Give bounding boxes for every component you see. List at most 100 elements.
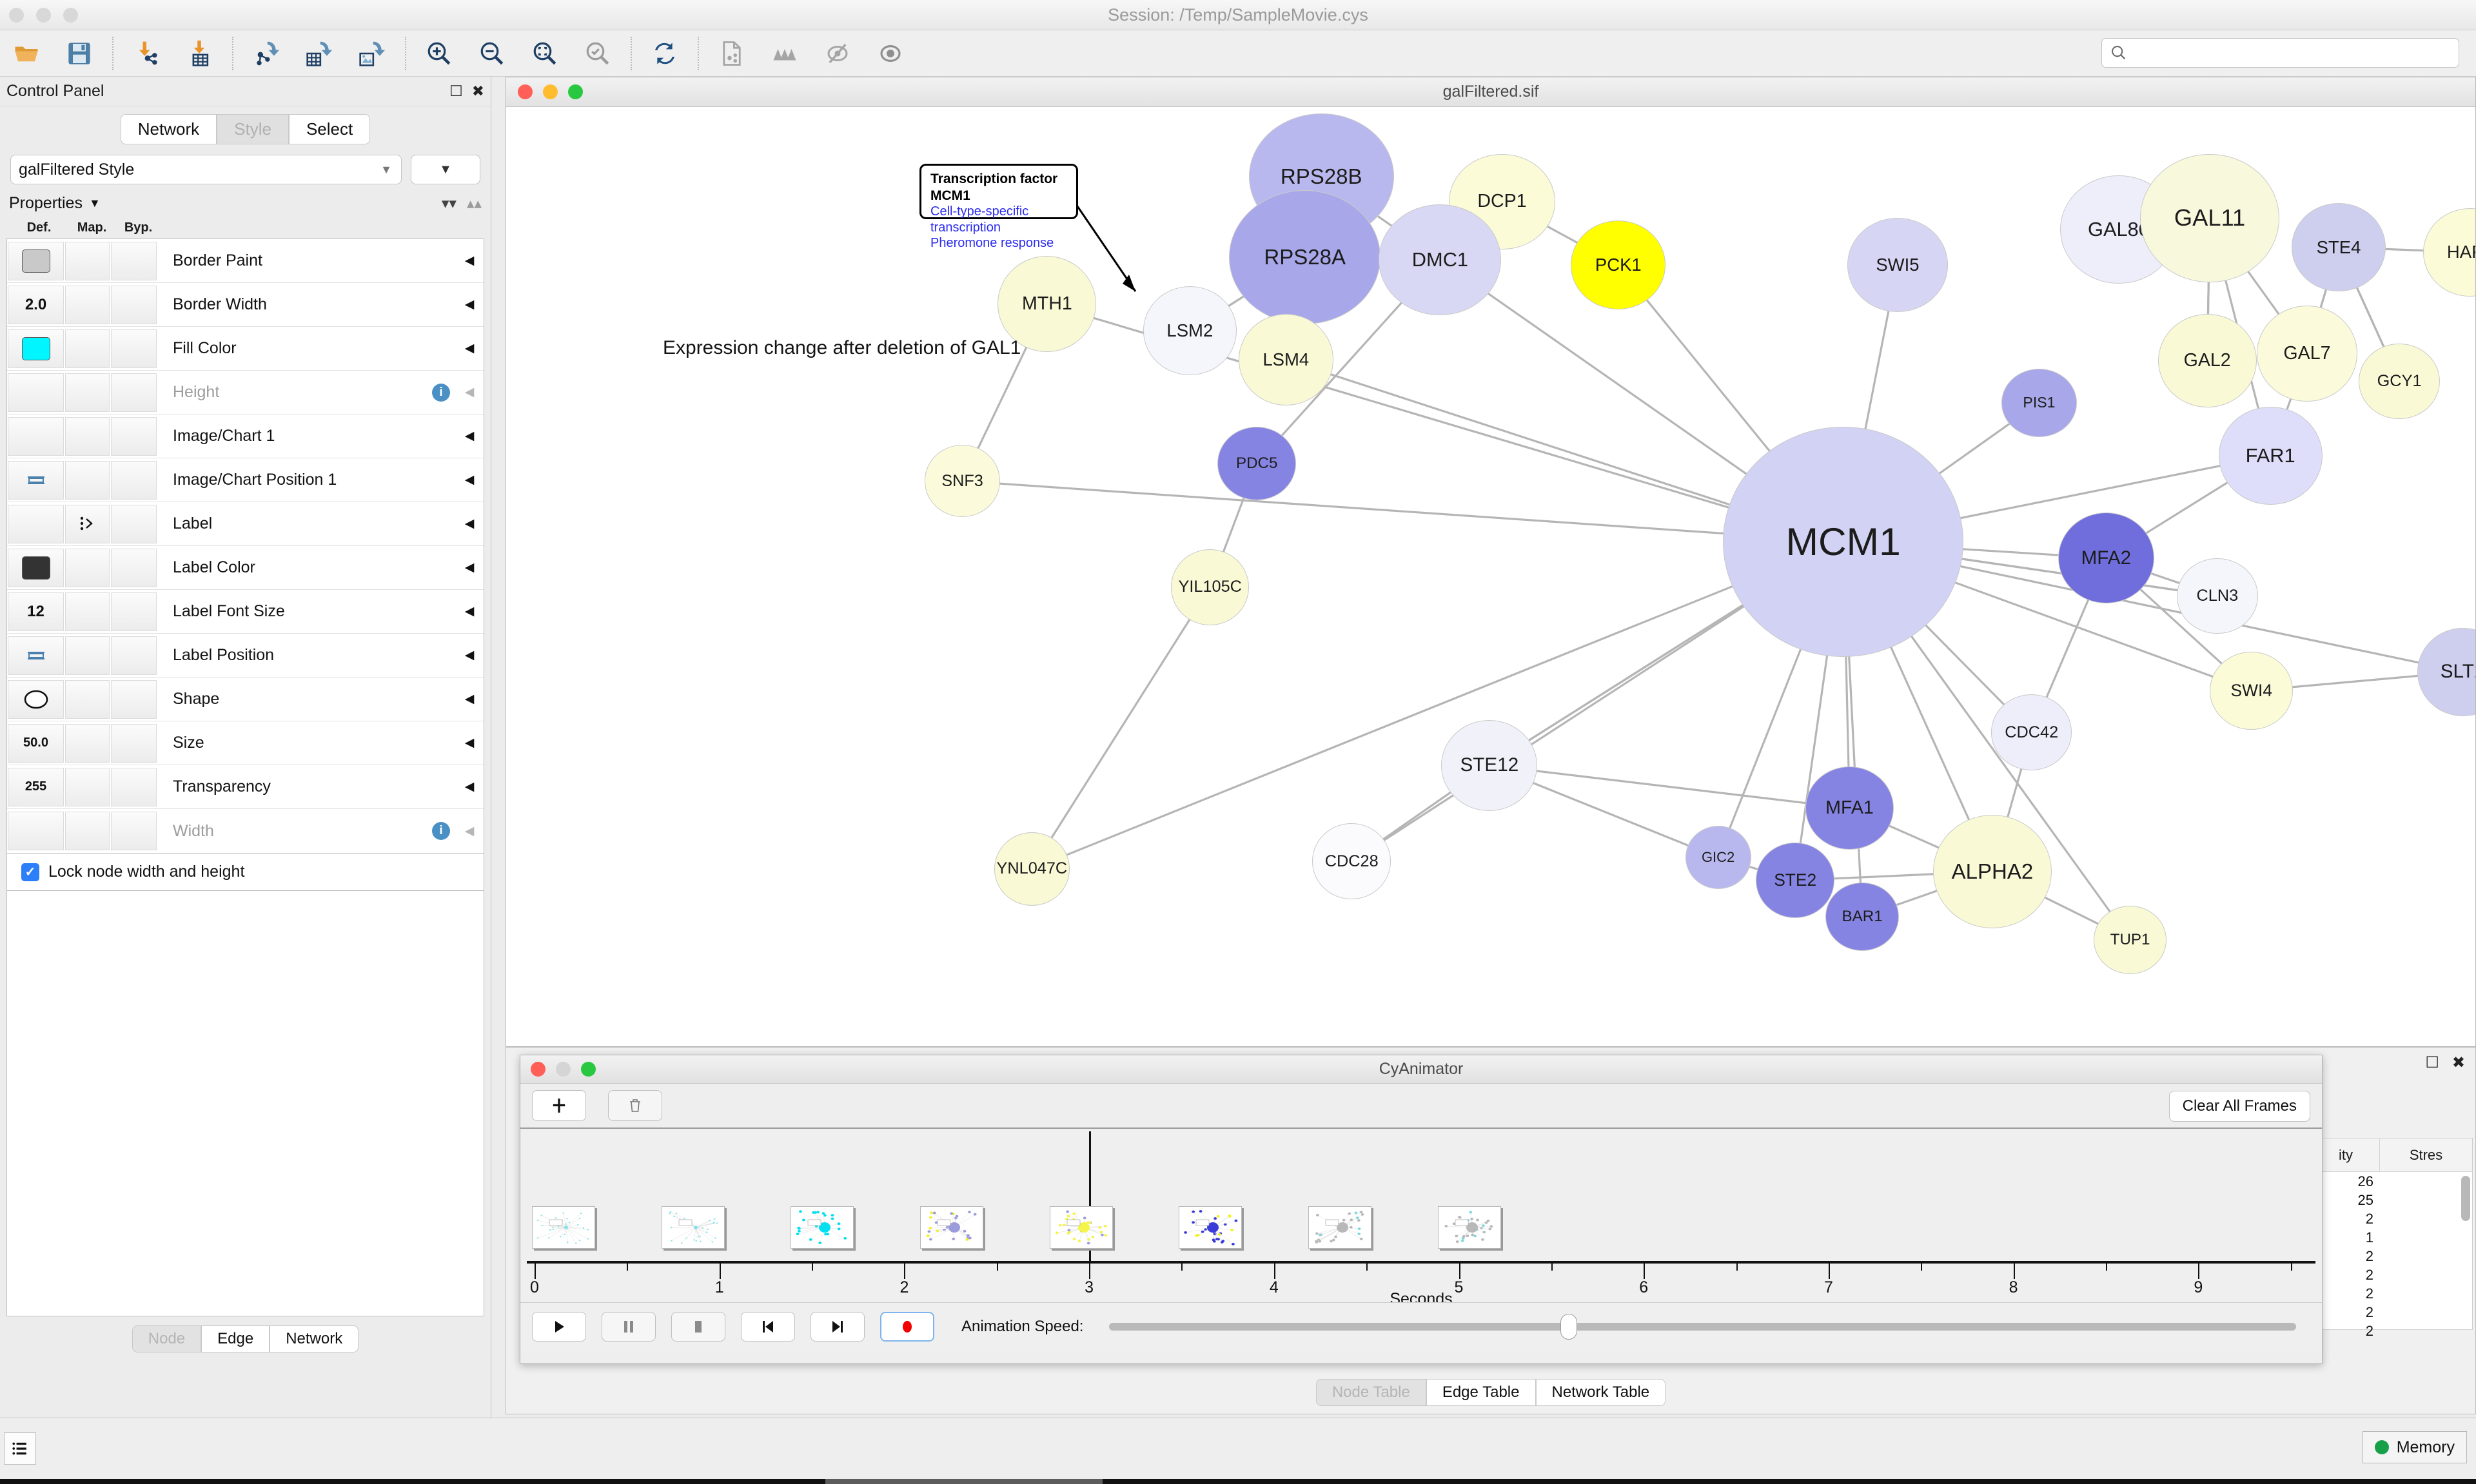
new-network-icon[interactable] — [705, 30, 758, 77]
table-row[interactable]: 25 — [2312, 1191, 2472, 1209]
property-bypass-cell[interactable] — [111, 812, 157, 850]
property-bypass-cell[interactable] — [111, 548, 157, 587]
property-bypass-cell[interactable] — [111, 504, 157, 543]
stop-button[interactable] — [671, 1312, 725, 1342]
chevron-down-icon[interactable]: ▼ — [88, 196, 101, 210]
memory-status-button[interactable]: Memory — [2362, 1431, 2467, 1463]
table-row[interactable]: 1 — [2312, 1228, 2472, 1247]
property-default-cell[interactable] — [8, 241, 64, 280]
clear-all-frames-button[interactable]: Clear All Frames — [2168, 1091, 2310, 1122]
info-icon[interactable]: i — [432, 383, 450, 402]
network-node[interactable]: MCM1 — [1723, 426, 1963, 657]
network-edge[interactable] — [1031, 586, 1212, 870]
maximize-icon[interactable]: ☐ — [449, 83, 463, 99]
network-node[interactable]: LSM2 — [1143, 286, 1237, 375]
minimize-window-button[interactable] — [36, 8, 51, 23]
property-mapping-cell[interactable] — [65, 767, 110, 806]
import-network-icon[interactable] — [120, 30, 173, 77]
network-node[interactable]: MTH1 — [997, 256, 1097, 353]
network-node[interactable]: CDC28 — [1312, 823, 1391, 899]
network-node[interactable]: BAR1 — [1825, 883, 1899, 952]
import-table-icon[interactable] — [173, 30, 226, 77]
network-node[interactable]: SNF3 — [924, 445, 1001, 518]
property-mapping-cell[interactable] — [65, 329, 110, 368]
lock-node-size-row[interactable]: ✓ Lock node width and height — [6, 854, 484, 891]
close-network-window-button[interactable] — [518, 84, 533, 99]
expand-property-arrow[interactable]: ◀ — [464, 342, 475, 355]
play-button[interactable] — [532, 1312, 586, 1342]
maximize-icon[interactable]: ☐ — [2425, 1053, 2439, 1071]
maximize-network-window-button[interactable] — [568, 84, 583, 99]
first-neighbors-icon[interactable] — [758, 30, 811, 77]
close-icon[interactable]: ✖ — [471, 83, 484, 99]
hide-selected-icon[interactable] — [811, 30, 864, 77]
network-edge[interactable] — [1489, 764, 1850, 810]
property-default-cell[interactable]: 2.0 — [8, 285, 64, 324]
property-default-cell[interactable] — [8, 679, 64, 719]
expand-property-arrow[interactable]: ◀ — [464, 561, 475, 574]
timeline-frame[interactable] — [661, 1206, 725, 1249]
network-node[interactable]: DMC1 — [1379, 204, 1502, 316]
column-header-betweenness[interactable]: ity — [2312, 1138, 2380, 1171]
close-window-button[interactable] — [9, 8, 24, 23]
cyanimator-timeline[interactable]: 0 1 2 3 4 5 6 7 8 9 Seconds — [520, 1129, 2322, 1303]
style-select[interactable]: galFiltered Style ▼ — [10, 155, 402, 184]
property-bypass-cell[interactable] — [111, 285, 157, 324]
property-bypass-cell[interactable] — [111, 373, 157, 412]
export-table-icon[interactable] — [293, 30, 346, 77]
property-row[interactable]: Width i ◀ — [7, 809, 484, 853]
network-node[interactable]: LSM4 — [1238, 314, 1333, 405]
network-node[interactable]: GAL7 — [2256, 305, 2358, 402]
export-network-icon[interactable] — [240, 30, 293, 77]
network-node[interactable]: STE4 — [2292, 202, 2386, 292]
minimize-cyanimator-button[interactable] — [556, 1062, 571, 1077]
timeline-frame[interactable] — [1308, 1206, 1372, 1249]
property-default-cell[interactable] — [8, 416, 64, 456]
property-bypass-cell[interactable] — [111, 723, 157, 763]
color-swatch[interactable] — [21, 556, 50, 580]
pause-button[interactable] — [602, 1312, 656, 1342]
prev-frame-button[interactable] — [741, 1312, 795, 1342]
property-row[interactable]: 2.0 Border Width ◀ — [7, 283, 484, 327]
expand-property-arrow[interactable]: ◀ — [464, 298, 475, 311]
property-row[interactable]: 50.0 Size ◀ — [7, 721, 484, 765]
property-bypass-cell[interactable] — [111, 460, 157, 500]
network-node[interactable]: PIS1 — [2001, 368, 2078, 437]
property-mapping-cell[interactable] — [65, 812, 110, 850]
bottom-tab-node[interactable]: Node — [132, 1325, 202, 1352]
property-mapping-cell[interactable] — [65, 373, 110, 412]
property-default-cell[interactable]: 50.0 — [8, 723, 64, 763]
table-scrollbar-thumb[interactable] — [2461, 1176, 2470, 1221]
expand-property-arrow[interactable]: ◀ — [464, 736, 475, 750]
property-mapping-cell[interactable] — [65, 636, 110, 675]
property-row[interactable]: Height i ◀ — [7, 371, 484, 415]
record-button[interactable] — [880, 1312, 934, 1342]
network-node[interactable]: CDC42 — [1991, 694, 2072, 770]
network-node[interactable]: FAR1 — [2218, 406, 2323, 505]
property-default-cell[interactable] — [8, 636, 64, 675]
maximize-window-button[interactable] — [63, 8, 78, 23]
network-node[interactable]: PCK1 — [1571, 220, 1666, 309]
expand-property-arrow[interactable]: ◀ — [464, 780, 475, 794]
table-grid[interactable]: ity Stres 26 25 2 1 2 2 2 2 2 — [2312, 1138, 2473, 1339]
network-canvas[interactable]: RPS28B DCP1 RPS28A DMC1 PCK1 SWI5 GAL80 GAL11 ST… — [506, 107, 2475, 1046]
table-row[interactable]: 2 — [2312, 1265, 2472, 1284]
network-node[interactable]: PDC5 — [1217, 426, 1296, 500]
property-row[interactable]: Label ◀ — [7, 502, 484, 546]
expand-property-arrow[interactable]: ◀ — [464, 649, 475, 662]
open-folder-icon[interactable] — [0, 30, 53, 77]
property-bypass-cell[interactable] — [111, 416, 157, 456]
property-row[interactable]: Border Paint ◀ — [7, 239, 484, 283]
network-node[interactable]: MFA1 — [1805, 766, 1894, 850]
color-swatch[interactable] — [21, 249, 50, 273]
property-row[interactable]: 255 Transparency ◀ — [7, 765, 484, 809]
window-traffic-lights[interactable] — [9, 8, 78, 23]
zoom-selected-icon[interactable] — [571, 30, 624, 77]
network-node[interactable]: YNL047C — [994, 832, 1070, 906]
lock-node-size-checkbox[interactable]: ✓ — [21, 863, 39, 881]
property-mapping-cell[interactable] — [65, 416, 110, 456]
tab-select[interactable]: Select — [288, 114, 371, 144]
network-window-traffic-lights[interactable] — [518, 84, 583, 99]
close-icon[interactable]: ✖ — [2451, 1053, 2465, 1071]
expand-property-arrow[interactable]: ◀ — [464, 824, 475, 838]
